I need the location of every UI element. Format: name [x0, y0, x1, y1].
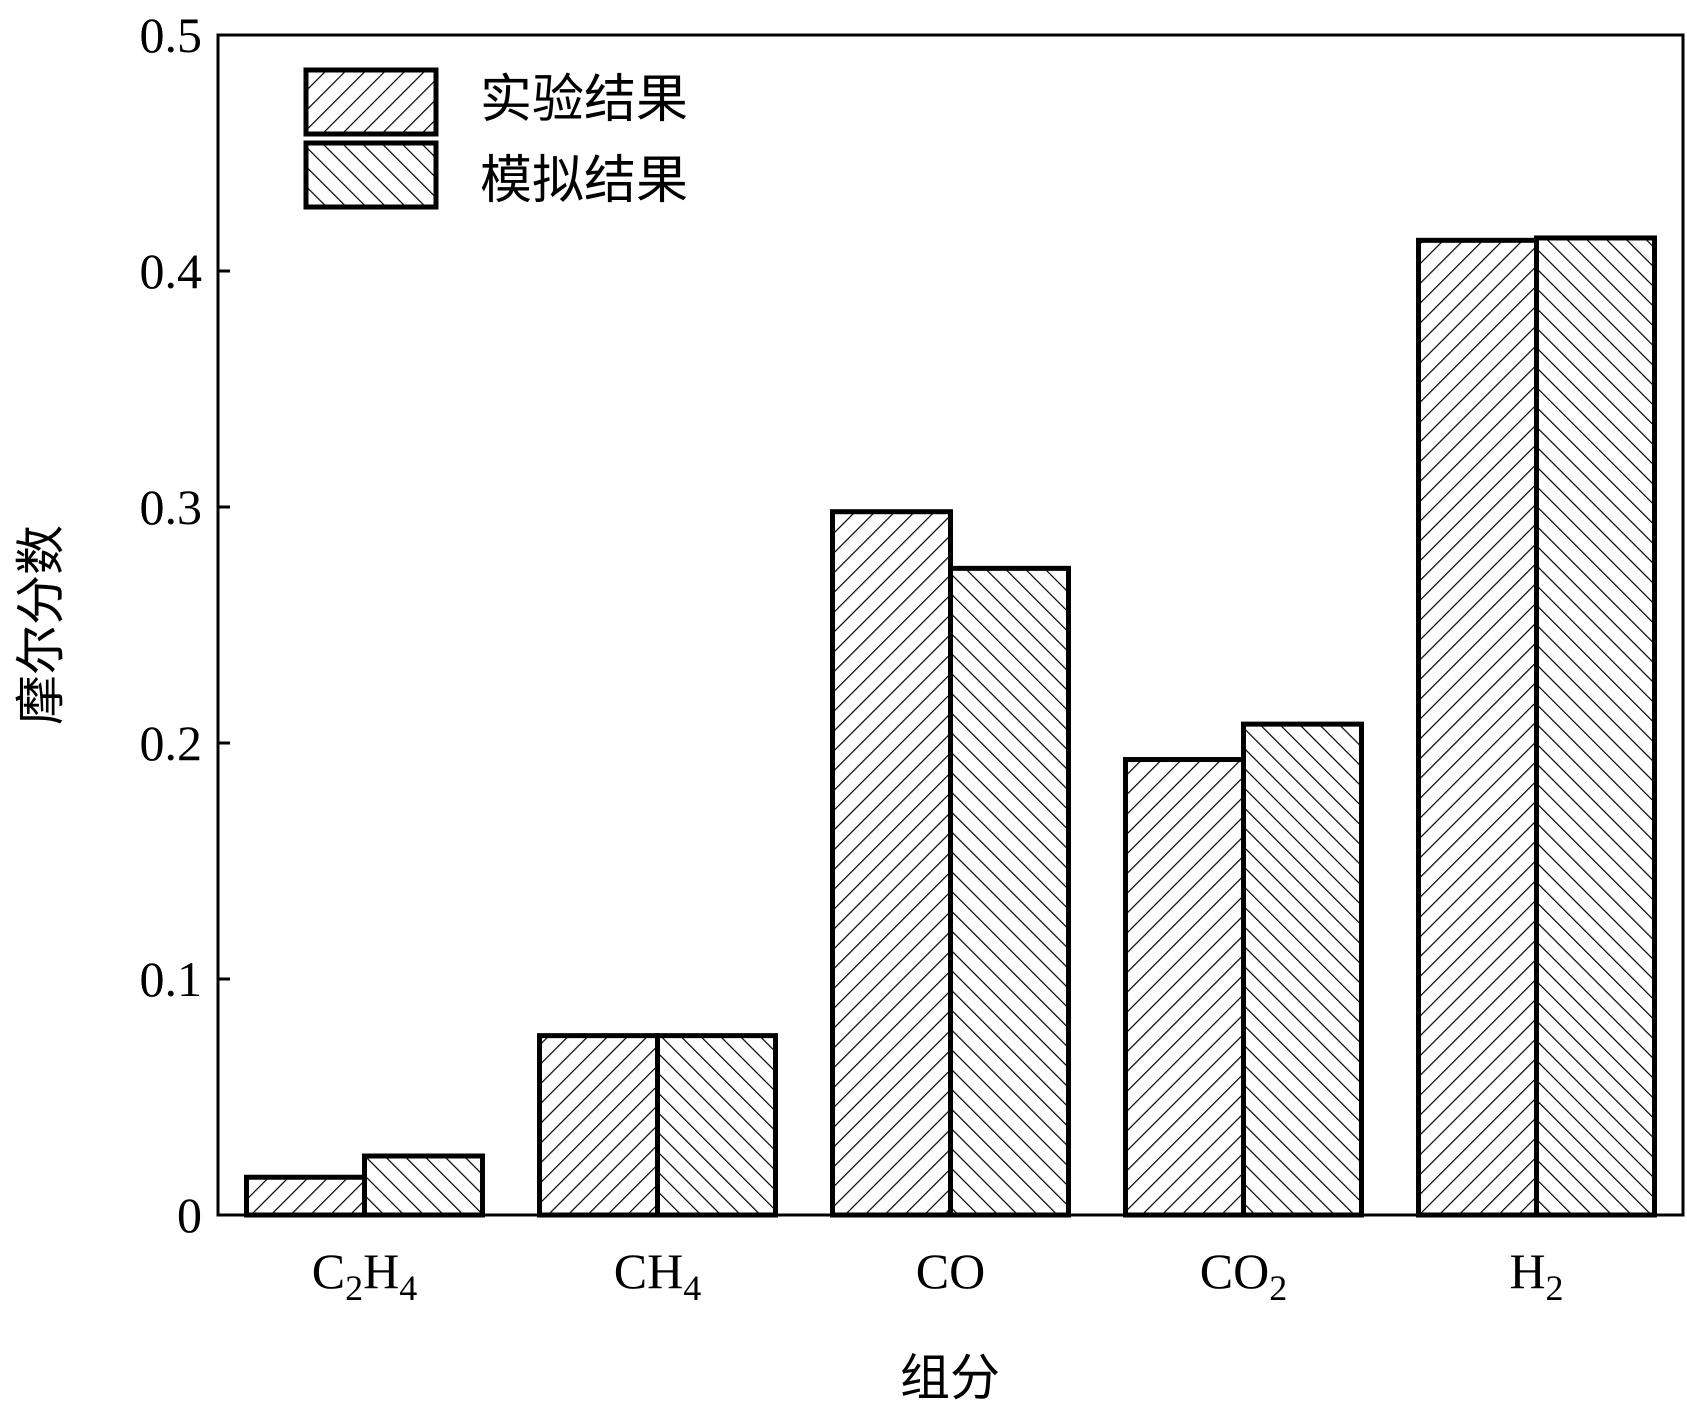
bars-group	[244, 235, 1657, 1218]
legend-swatch-experiment	[303, 67, 439, 137]
bar-simulation	[655, 1033, 778, 1218]
x-tick-label: H2	[1509, 1243, 1563, 1308]
legend: 实验结果 模拟结果	[303, 67, 688, 211]
bar-simulation	[1241, 721, 1364, 1218]
x-axis: C2H4 CH4 CO CO2 H2	[312, 1243, 1564, 1308]
x-tick-label: CO	[916, 1243, 985, 1299]
bar-simulation	[948, 565, 1071, 1218]
bar-experiment	[1123, 757, 1246, 1218]
bar-experiment	[244, 1174, 367, 1218]
bar-experiment	[830, 509, 953, 1218]
legend-swatch-simulation	[303, 140, 439, 210]
x-tick-label: CO2	[1200, 1243, 1287, 1308]
legend-label-experiment: 实验结果	[480, 70, 688, 130]
x-axis-title: 组分	[900, 1349, 1000, 1407]
bar-experiment	[1416, 237, 1539, 1218]
x-tick-label: C2H4	[312, 1243, 417, 1308]
y-tick-label: 0.4	[140, 243, 203, 299]
y-axis-title: 摩尔分数	[12, 525, 70, 725]
x-tick-label: CH4	[614, 1243, 701, 1308]
y-tick-label: 0	[177, 1187, 202, 1243]
bar-simulation	[362, 1153, 485, 1218]
y-tick-label: 0.3	[140, 479, 203, 535]
legend-item-experiment: 实验结果	[303, 67, 688, 137]
y-tick-label: 0.2	[140, 715, 203, 771]
bar-simulation	[1534, 235, 1657, 1218]
legend-item-simulation: 模拟结果	[303, 140, 688, 211]
legend-label-simulation: 模拟结果	[480, 151, 688, 211]
y-tick-label: 0.5	[140, 7, 203, 63]
y-tick-label: 0.1	[140, 951, 203, 1007]
bar-experiment	[537, 1033, 660, 1218]
y-axis: 0 0.1 0.2 0.3 0.4 0.5	[140, 7, 230, 1243]
